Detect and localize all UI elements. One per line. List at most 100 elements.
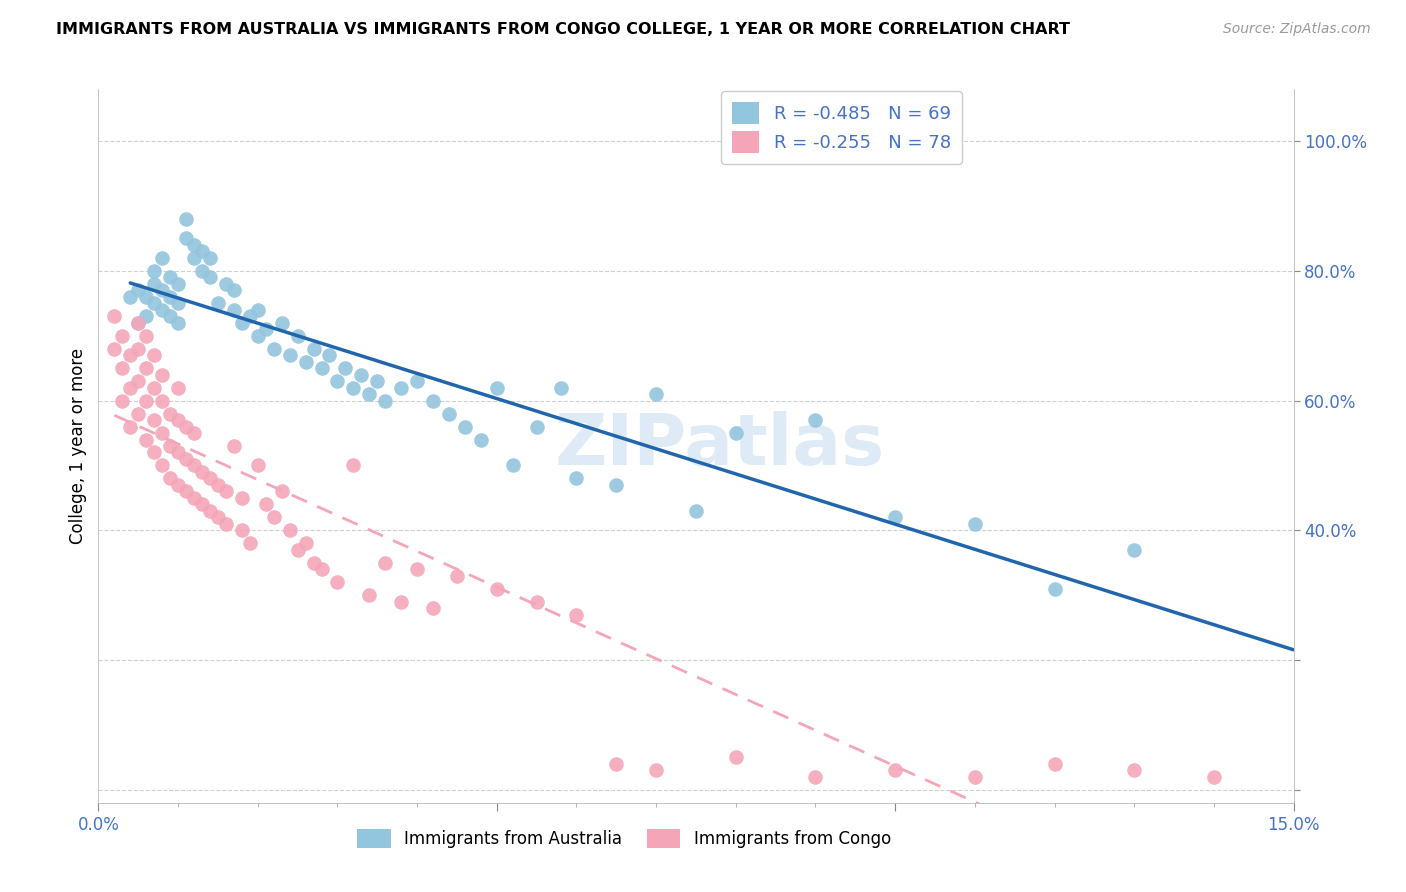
Point [294,354,316,368]
Point [111,361,134,376]
Point [143,381,166,395]
Point [207,510,229,524]
Point [389,381,412,395]
Point [1123,542,1146,557]
Point [191,497,214,511]
Point [150,425,173,440]
Point [342,381,364,395]
Point [231,316,253,330]
Point [1202,770,1225,784]
Point [103,342,125,356]
Point [724,750,747,764]
Point [222,283,245,297]
Point [246,328,269,343]
Point [884,764,907,778]
Point [167,316,190,330]
Point [174,211,197,226]
Point [359,387,381,401]
Point [198,504,221,518]
Point [174,231,197,245]
Point [198,471,221,485]
Point [389,595,412,609]
Point [143,264,166,278]
Point [311,361,333,376]
Point [804,770,827,784]
Point [103,310,125,324]
Point [645,387,668,401]
Point [278,524,301,538]
Point [150,283,173,297]
Point [159,471,181,485]
Point [127,342,149,356]
Point [135,328,157,343]
Point [270,484,292,499]
Point [287,328,309,343]
Point [159,439,181,453]
Point [135,393,157,408]
Point [254,497,277,511]
Point [215,484,238,499]
Point [526,595,548,609]
Point [222,439,245,453]
Point [167,478,190,492]
Text: IMMIGRANTS FROM AUSTRALIA VS IMMIGRANTS FROM CONGO COLLEGE, 1 YEAR OR MORE CORRE: IMMIGRANTS FROM AUSTRALIA VS IMMIGRANTS … [56,22,1070,37]
Point [150,368,173,382]
Point [605,756,627,771]
Point [326,374,349,388]
Point [167,277,190,291]
Point [1123,764,1146,778]
Point [963,770,986,784]
Point [120,381,142,395]
Point [215,516,238,531]
Point [159,270,181,285]
Point [302,342,325,356]
Point [278,348,301,362]
Point [685,504,707,518]
Point [246,458,269,473]
Point [1043,756,1066,771]
Point [127,374,149,388]
Point [446,568,468,582]
Point [302,556,325,570]
Point [207,478,229,492]
Point [174,484,197,499]
Point [263,342,285,356]
Point [127,407,149,421]
Point [215,277,238,291]
Point [724,425,747,440]
Point [111,328,134,343]
Point [143,445,166,459]
Point [183,238,205,252]
Point [231,524,253,538]
Point [191,244,214,259]
Point [239,310,262,324]
Point [183,251,205,265]
Text: ZIPatlas: ZIPatlas [555,411,884,481]
Point [437,407,460,421]
Point [263,510,285,524]
Point [454,419,477,434]
Point [143,277,166,291]
Point [605,478,627,492]
Point [246,302,269,317]
Point [135,290,157,304]
Point [485,582,508,596]
Point [150,393,173,408]
Point [366,374,388,388]
Point [150,302,173,317]
Point [135,361,157,376]
Point [311,562,333,576]
Point [565,471,588,485]
Point [150,458,173,473]
Point [159,310,181,324]
Point [565,607,588,622]
Point [198,251,221,265]
Point [120,419,142,434]
Point [804,413,827,427]
Point [374,556,396,570]
Point [174,452,197,467]
Point [318,348,340,362]
Point [183,491,205,505]
Point [374,393,396,408]
Point [191,264,214,278]
